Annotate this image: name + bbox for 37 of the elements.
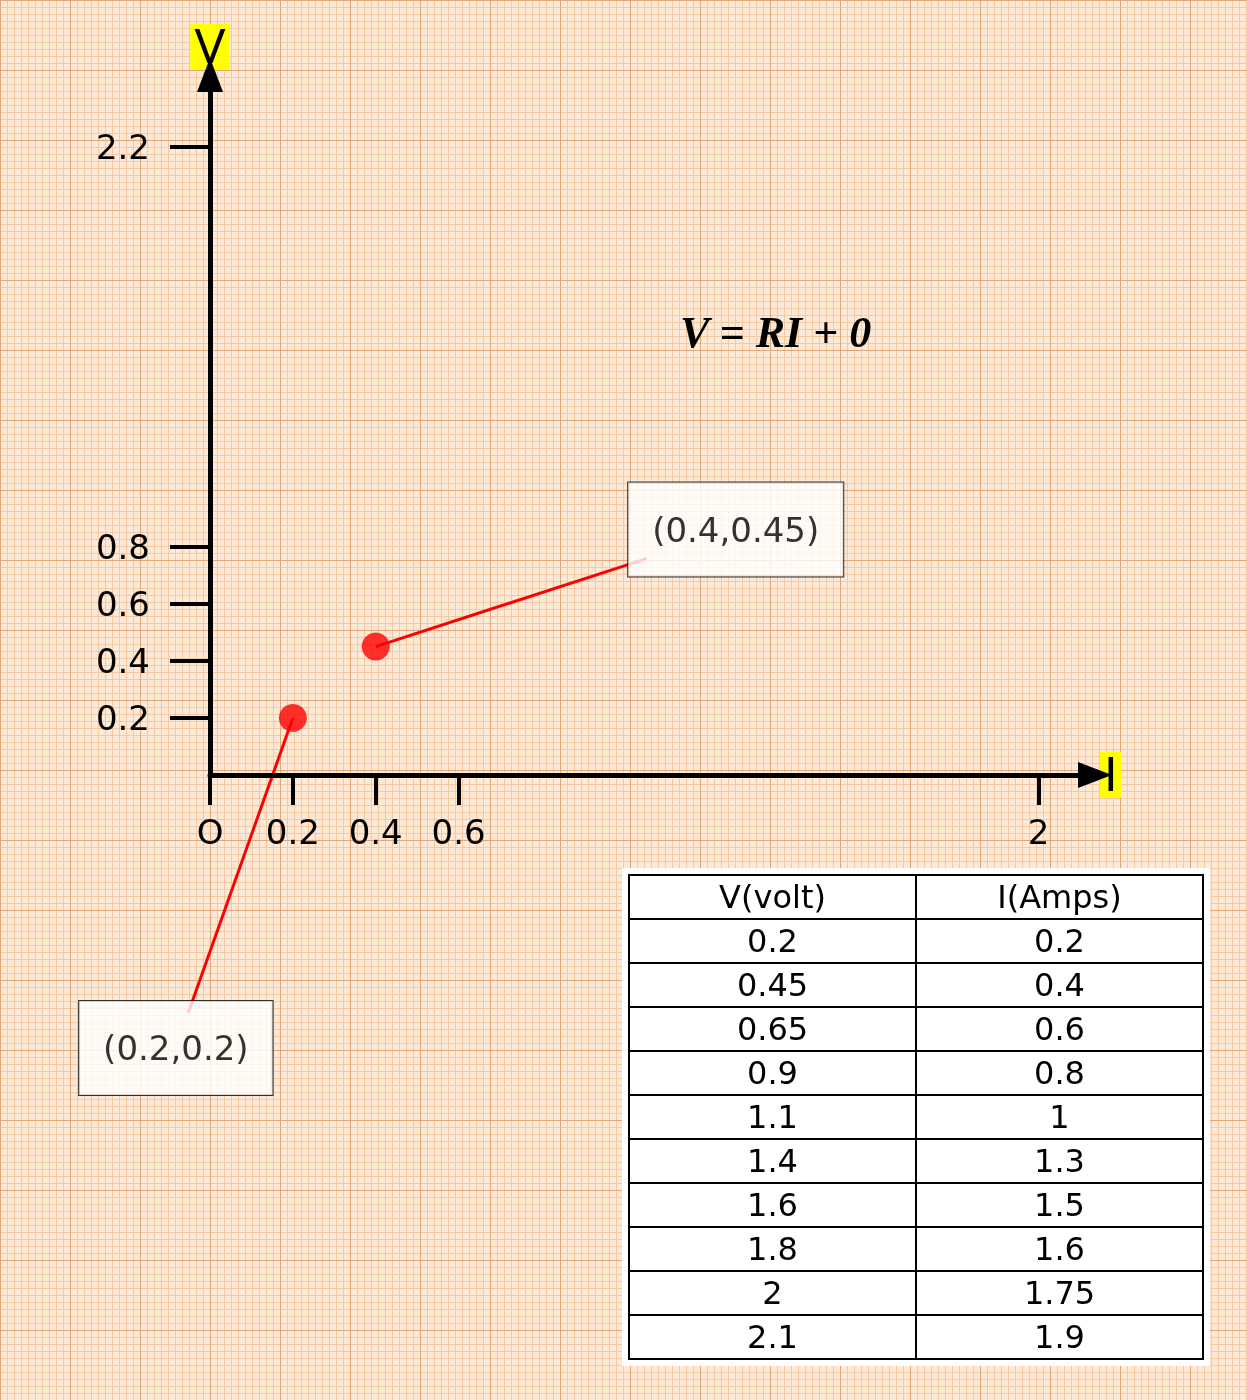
text: 1.8 bbox=[629, 1227, 916, 1271]
text: 1.9 bbox=[916, 1315, 1203, 1359]
y-tick-label: 2.2 bbox=[95, 127, 150, 168]
y-tick-label: 0.8 bbox=[95, 526, 150, 567]
text: 1.6 bbox=[916, 1227, 1203, 1271]
y-tick-label: 0.6 bbox=[95, 583, 150, 624]
text: 1.3 bbox=[916, 1139, 1203, 1183]
text: I(Amps) bbox=[916, 875, 1203, 919]
annotation: V = RI + 0 bbox=[680, 307, 872, 357]
text: V(volt) bbox=[629, 875, 916, 919]
x-tick-label: 0.2 bbox=[265, 812, 320, 852]
x-tick-label: 0.6 bbox=[431, 812, 486, 852]
text: 0.4 bbox=[916, 963, 1203, 1007]
text: 2 bbox=[629, 1271, 916, 1315]
text: 1.5 bbox=[916, 1183, 1203, 1227]
text: 0.45 bbox=[629, 963, 916, 1007]
text: 0.2 bbox=[916, 919, 1203, 963]
text: 2.1 bbox=[629, 1315, 916, 1359]
text: 1.4 bbox=[629, 1139, 916, 1183]
x-tick-label: O bbox=[196, 812, 224, 852]
text: 0.8 bbox=[916, 1051, 1203, 1095]
text: 1.75 bbox=[916, 1271, 1203, 1315]
y-tick-label: 0.4 bbox=[95, 640, 150, 681]
x-axis-title: I bbox=[1104, 748, 1118, 802]
text: 0.9 bbox=[629, 1051, 916, 1095]
text: 0.65 bbox=[629, 1007, 916, 1051]
annotation: (0.2,0.2) bbox=[103, 1027, 249, 1068]
text: 0.2 bbox=[629, 919, 916, 963]
text: 1.1 bbox=[629, 1095, 916, 1139]
annotation: (0.4,0.45) bbox=[652, 509, 820, 550]
text: 1 bbox=[916, 1095, 1203, 1139]
x-tick-label: 0.4 bbox=[348, 812, 403, 852]
x-tick-label: 2 bbox=[1027, 812, 1050, 852]
text: 1.6 bbox=[629, 1183, 916, 1227]
text: 0.6 bbox=[916, 1007, 1203, 1051]
y-axis-title: V bbox=[194, 20, 227, 74]
y-tick-label: 0.2 bbox=[95, 697, 150, 738]
